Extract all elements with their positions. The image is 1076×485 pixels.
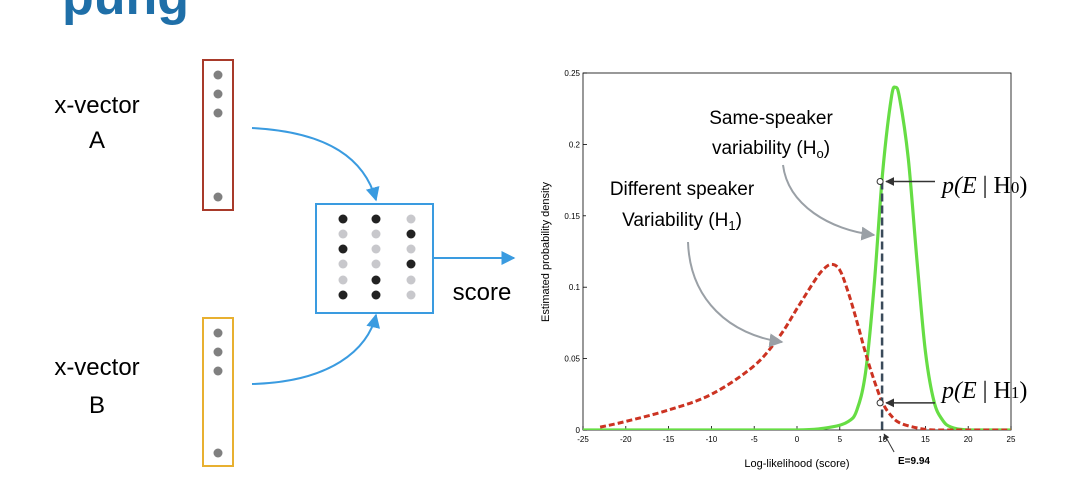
p-h1-marker bbox=[876, 399, 884, 407]
x-tick-label: 20 bbox=[964, 435, 973, 444]
xvector-b-label: x-vector bbox=[54, 354, 139, 381]
x-tick-label: -25 bbox=[577, 435, 589, 444]
matrix-dot bbox=[406, 229, 416, 239]
x-axis-label: Log-likelihood (score) bbox=[744, 458, 849, 470]
y-tick-label: 0.05 bbox=[564, 355, 580, 364]
matrix-dot bbox=[371, 214, 381, 224]
xvector-b-dot bbox=[213, 366, 223, 376]
arrow-a-to-scorer bbox=[251, 127, 380, 202]
matrix-dot bbox=[406, 244, 416, 254]
p-h1-label: p(E | H1) bbox=[940, 378, 1027, 404]
xvector-b-dot bbox=[213, 347, 223, 357]
same-speaker-curve bbox=[583, 85, 1011, 430]
arrow-b-to-scorer bbox=[251, 313, 381, 385]
x-tick-label: -10 bbox=[706, 435, 718, 444]
same-speaker-label-line2: variability (Ho) bbox=[712, 138, 830, 161]
matrix-dot bbox=[338, 290, 348, 300]
different-speaker-label-line1: Different speaker bbox=[610, 179, 755, 200]
matrix-dot bbox=[371, 275, 381, 285]
xvector-a-dots bbox=[213, 70, 223, 202]
matrix-dot bbox=[406, 259, 416, 269]
x-tick-label: 15 bbox=[921, 435, 930, 444]
matrix-dot bbox=[338, 244, 348, 254]
matrix-dot bbox=[371, 244, 381, 254]
y-axis-label: Estimated probability density bbox=[540, 181, 552, 322]
xvector-b-letter: B bbox=[89, 392, 105, 419]
x-tick-label: 5 bbox=[838, 435, 843, 444]
xvector-a-dot bbox=[213, 89, 223, 99]
x-tick-label: -5 bbox=[751, 435, 759, 444]
evidence-label: E=9.94 bbox=[898, 456, 930, 467]
xvector-b-dot bbox=[213, 448, 223, 458]
y-tick-label: 0.15 bbox=[564, 212, 580, 221]
x-axis-ticks: -25 -20 -15 -10 -5 0 5 10 15 20 25 bbox=[577, 426, 1016, 444]
scoring-matrix-dots bbox=[338, 214, 416, 300]
y-tick-label: 0.25 bbox=[564, 69, 580, 78]
xvector-a-dot bbox=[213, 108, 223, 118]
x-tick-label: 10 bbox=[878, 435, 887, 444]
x-tick-label: 25 bbox=[1007, 435, 1016, 444]
y-tick-label: 0 bbox=[576, 426, 581, 435]
same-speaker-pointer bbox=[782, 164, 876, 241]
matrix-dot bbox=[406, 290, 416, 300]
xvector-a-dot bbox=[213, 70, 223, 80]
y-tick-label: 0.2 bbox=[569, 140, 581, 149]
y-tick-label: 0.1 bbox=[569, 283, 581, 292]
matrix-dot bbox=[406, 214, 416, 224]
matrix-dot bbox=[371, 290, 381, 300]
x-tick-label: -15 bbox=[663, 435, 675, 444]
p-h0-label: p(E | H0) bbox=[940, 173, 1027, 199]
matrix-dot bbox=[406, 275, 416, 285]
different-speaker-curve bbox=[599, 262, 1011, 430]
matrix-dot bbox=[338, 275, 348, 285]
matrix-dot bbox=[371, 229, 381, 239]
xvector-a-dot bbox=[213, 192, 223, 202]
xvector-b-dots bbox=[213, 328, 223, 458]
matrix-dot bbox=[371, 259, 381, 269]
matrix-dot bbox=[338, 259, 348, 269]
x-tick-label: -20 bbox=[620, 435, 632, 444]
xvector-a-box bbox=[202, 59, 234, 211]
matrix-dot bbox=[338, 229, 348, 239]
slide-title: pung bbox=[62, 0, 189, 26]
p-h0-marker bbox=[876, 178, 884, 186]
xvector-a-label: x-vector bbox=[54, 92, 139, 119]
different-speaker-label-line2: Variability (H1) bbox=[622, 210, 742, 233]
diff-label-backdrop bbox=[586, 172, 778, 236]
matrix-dot bbox=[338, 214, 348, 224]
xvector-a-letter: A bbox=[89, 127, 105, 154]
score-label: score bbox=[453, 279, 512, 306]
xvector-b-dot bbox=[213, 328, 223, 338]
different-speaker-pointer bbox=[687, 241, 784, 348]
xvector-b-box bbox=[202, 317, 234, 467]
x-tick-label: 0 bbox=[795, 435, 800, 444]
evidence-pointer bbox=[883, 433, 895, 453]
same-speaker-label-line1: Same-speaker bbox=[709, 108, 833, 129]
same-label-backdrop bbox=[688, 99, 858, 163]
